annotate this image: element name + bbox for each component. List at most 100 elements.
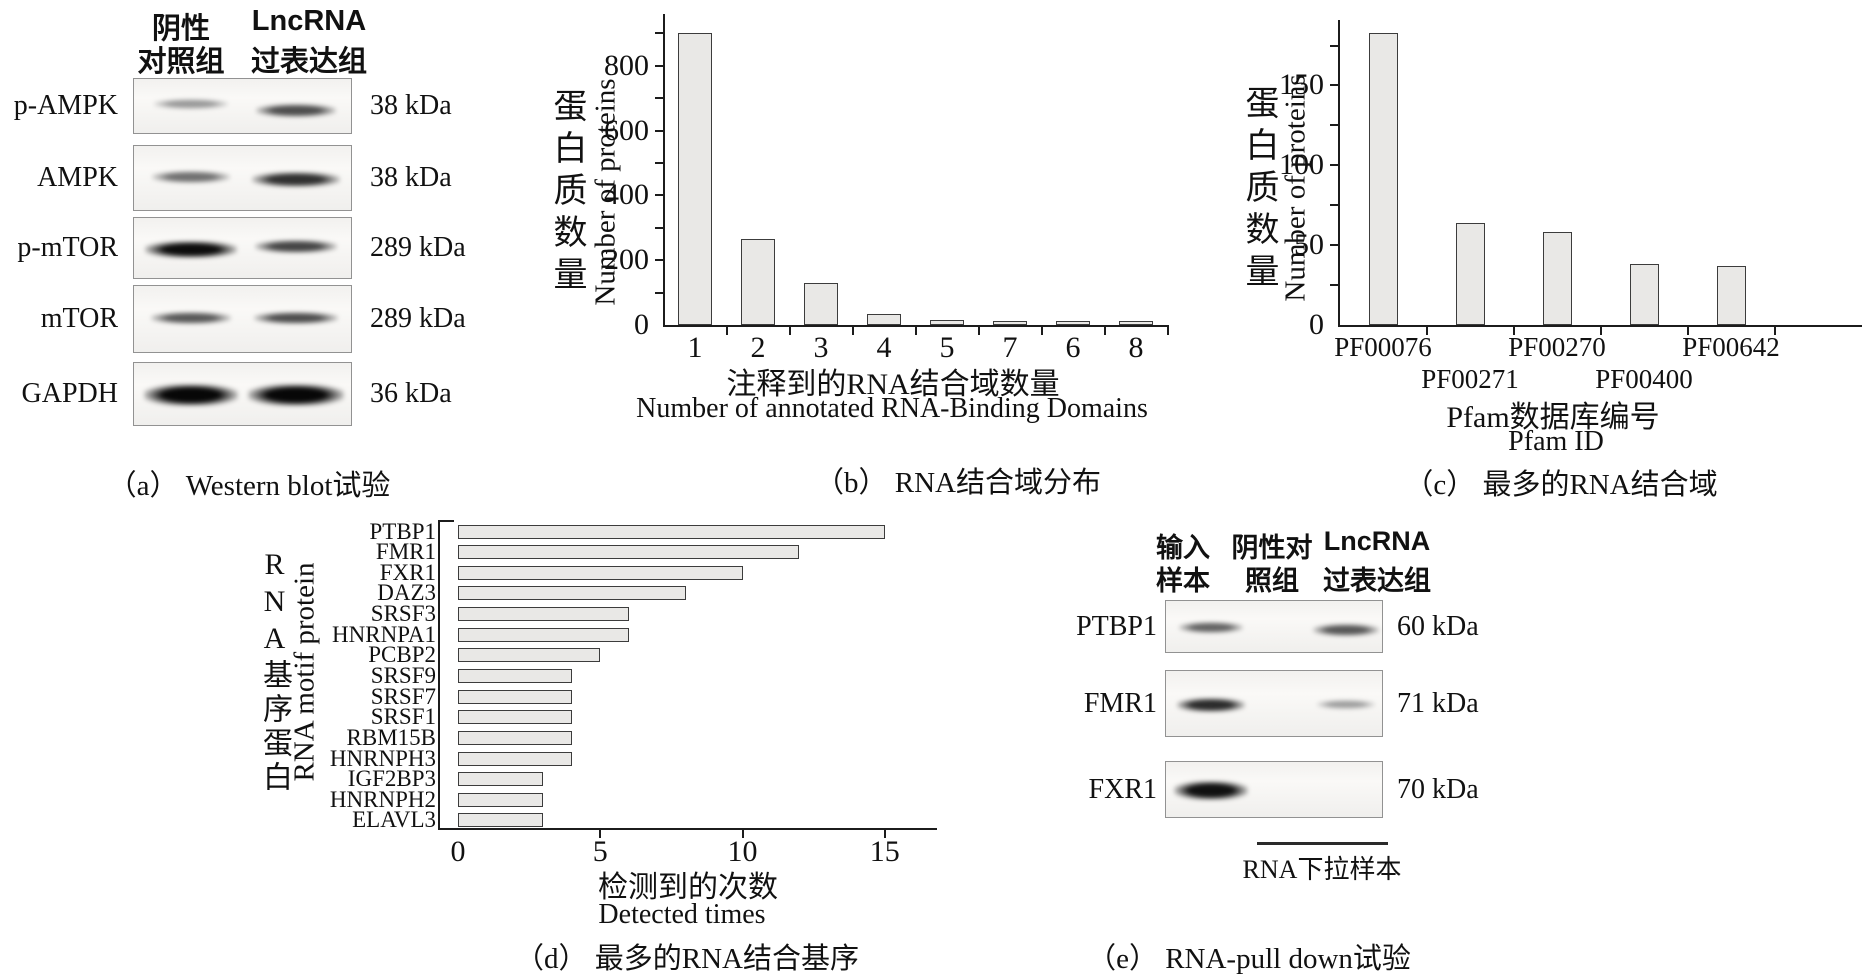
x-category-label: PF00271 xyxy=(1421,364,1519,394)
x-axis-tick xyxy=(977,325,980,335)
bar xyxy=(458,730,572,745)
category-row-label: SRSF9 xyxy=(370,662,436,688)
mw-label: 289 kDa xyxy=(370,232,466,263)
bar xyxy=(993,321,1027,325)
category-row-label: PCBP2 xyxy=(368,642,436,668)
protein-band xyxy=(1174,781,1248,800)
protein-label: p-mTOR xyxy=(17,232,118,263)
blot-box xyxy=(133,362,352,426)
x-axis-tick xyxy=(788,325,791,335)
panel-b-chart: 800 600 400 200 0 1 2 3 4 5 7 6 8 xyxy=(604,14,1169,364)
y-axis-tick xyxy=(1330,164,1339,167)
x-category-label: 7 xyxy=(1002,331,1018,364)
protein-label: PTBP1 xyxy=(1076,610,1157,642)
category-row-label: HNRNPA1 xyxy=(332,621,436,647)
protein-band xyxy=(154,99,228,109)
y-axis-tick xyxy=(655,291,664,294)
bar xyxy=(458,627,629,642)
lane-header: LncRNA xyxy=(1323,526,1431,556)
bar xyxy=(458,689,572,704)
x-axis-tick xyxy=(599,828,602,838)
blot-box xyxy=(133,145,352,211)
panel-b-xlabel-cn: 注释到的RNA结合域数量 xyxy=(726,368,1060,401)
protein-band xyxy=(1313,623,1379,636)
panel-a-caption: （a） Western blot试验 xyxy=(107,470,391,502)
y-tick-label: 150 xyxy=(1279,68,1324,102)
x-axis-tick xyxy=(1773,325,1776,335)
bar xyxy=(458,668,572,683)
bar xyxy=(678,33,712,325)
x-axis-tick xyxy=(914,325,917,335)
category-row-label: HNRNPH2 xyxy=(329,786,436,812)
x-axis-tick xyxy=(1686,325,1689,335)
category-row-label: HNRNPH3 xyxy=(329,745,436,771)
blot-box xyxy=(1165,670,1383,737)
protein-band xyxy=(256,103,336,117)
y-axis-tick xyxy=(1330,284,1339,287)
blot-box xyxy=(133,285,352,353)
y-tick-label: 50 xyxy=(1294,228,1324,262)
x-axis-tick xyxy=(1425,325,1428,335)
y-axis-tick xyxy=(1330,84,1339,87)
category-row-label: SRSF7 xyxy=(370,683,436,709)
panel-c-caption: （c） 最多的RNA结合域 xyxy=(1404,469,1718,501)
protein-label: FMR1 xyxy=(1083,687,1157,719)
mw-label: 71 kDa xyxy=(1397,687,1479,719)
protein-band xyxy=(255,239,337,253)
lane-header: 过表达组 xyxy=(1323,566,1431,596)
blot-box xyxy=(1165,600,1383,653)
panel-d-chart xyxy=(438,520,937,838)
bar xyxy=(1716,265,1746,325)
x-category-label: 3 xyxy=(813,331,829,364)
panel-c-ylabel-en: Number of proteins xyxy=(1279,74,1312,302)
bar xyxy=(458,565,743,580)
x-axis-tick xyxy=(1512,325,1515,335)
pulldown-group-rule xyxy=(1257,842,1388,845)
x-axis-tick xyxy=(1166,325,1169,335)
panel-b-ylabel-cn: 蛋白质数量 xyxy=(548,88,585,298)
bar xyxy=(458,751,572,766)
y-axis-tick xyxy=(655,32,664,35)
mw-label: 60 kDa xyxy=(1397,610,1479,642)
y-tick-label: 800 xyxy=(604,48,649,82)
lane-header: 过表达组 xyxy=(250,46,368,78)
x-category-label: 1 xyxy=(687,331,703,364)
x-category-label: PF00400 xyxy=(1595,364,1693,394)
panel-d-xlabel-en: Detected times xyxy=(598,899,766,930)
protein-band xyxy=(144,384,238,406)
bar xyxy=(458,792,544,807)
panel-c-ylabel-cn: 蛋白质数量 xyxy=(1240,85,1277,295)
category-row-label: SRSF3 xyxy=(370,601,436,627)
protein-label: mTOR xyxy=(40,303,118,334)
bar xyxy=(458,648,601,663)
y-axis-tick xyxy=(655,162,664,165)
x-category-label: 4 xyxy=(876,331,892,364)
y-axis-tick xyxy=(655,226,664,229)
x-category-label: 5 xyxy=(939,331,955,364)
x-axis-tick xyxy=(1040,325,1043,335)
panel-b-caption: （b） RNA结合域分布 xyxy=(815,467,1101,499)
bar xyxy=(1119,321,1153,325)
lane-header: 样本 xyxy=(1156,566,1210,596)
panel-d-ylabel-cn: RNA基序蛋白 xyxy=(258,548,291,795)
panel-c-chart: 150 100 50 0 PF00076 PF00271 PF00270 PF00400 PF0… xyxy=(1279,20,1862,394)
y-tick-label: 600 xyxy=(604,113,649,147)
y-axis-tick xyxy=(1330,204,1339,207)
protein-band xyxy=(1179,622,1243,633)
mw-label: 38 kDa xyxy=(370,162,452,193)
protein-label: GAPDH xyxy=(21,378,118,409)
bar xyxy=(458,772,544,787)
y-tick-label: 0 xyxy=(634,308,649,341)
mw-label: 70 kDa xyxy=(1397,773,1479,805)
y-axis-tick xyxy=(1330,124,1339,127)
category-row-label: ELAVL3 xyxy=(352,807,436,833)
bar xyxy=(1455,222,1485,325)
x-tick-label: 0 xyxy=(450,835,466,868)
x-axis-tick xyxy=(1599,325,1602,335)
x-tick-label: 15 xyxy=(869,835,900,868)
lane-header: 阴性 xyxy=(151,13,211,45)
blot-box xyxy=(133,217,352,279)
lane-header: 输入 xyxy=(1156,533,1210,563)
panel-e-caption: （e） RNA-pull down试验 xyxy=(1087,943,1411,975)
